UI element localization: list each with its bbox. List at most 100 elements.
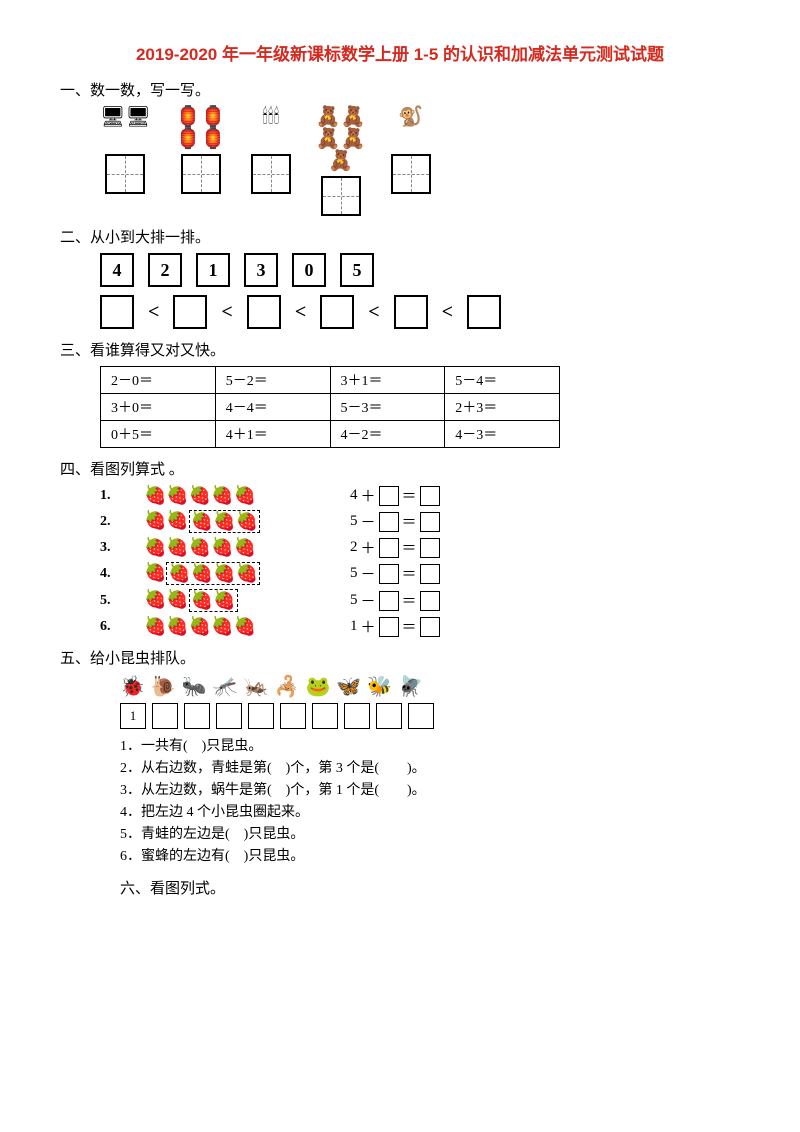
strawberry-icon: 🍓 — [168, 563, 190, 584]
q4-row: 4.🍓🍓🍓🍓🍓5－＝ — [100, 562, 740, 585]
q2-blank-box[interactable] — [394, 295, 428, 329]
q4-item-number: 6. — [100, 619, 118, 635]
section-1-heading: 一、数一数，写一写。 — [60, 79, 740, 100]
q4-blank-box[interactable] — [379, 564, 399, 584]
q4-subgroup: 🍓🍓 — [144, 589, 189, 612]
q5-blank-box[interactable] — [312, 703, 338, 729]
q4-operator: ＋ — [361, 485, 376, 506]
q2-blank-box[interactable] — [467, 295, 501, 329]
q4-operator: ＋ — [361, 537, 376, 558]
strawberry-icon: 🍓 — [166, 485, 188, 505]
q4-row: 3.🍓🍓🍓🍓🍓2＋＝ — [100, 537, 740, 558]
q4-equation: 5－＝ — [350, 511, 440, 532]
q4-operand: 5 — [350, 565, 358, 582]
q5-line: 2．从右边数，青蛙是第( )个，第 3 个是( )。 — [120, 757, 740, 777]
q5-insect-row: 🐞🐌🐜🦟🦗🦂🐸🦋🐝🪰 — [120, 674, 740, 699]
strawberry-icon: 🍓 — [211, 616, 233, 636]
q4-subgroup: 🍓🍓🍓🍓 — [166, 562, 260, 585]
q4-blank-box[interactable] — [379, 486, 399, 506]
q1-answer-box[interactable] — [105, 154, 145, 194]
q2-number-box: 1 — [196, 253, 230, 287]
q3-cell[interactable]: 5－3＝ — [330, 394, 445, 421]
q1-answer-box[interactable] — [391, 154, 431, 194]
q3-cell[interactable]: 2＋3＝ — [445, 394, 560, 421]
q3-cell[interactable]: 4＋1＝ — [215, 421, 330, 448]
q4-blank-box[interactable] — [379, 538, 399, 558]
equals-icon: ＝ — [402, 590, 417, 611]
q5-line: 4．把左边 4 个小昆虫圈起来。 — [120, 801, 740, 821]
q2-blank-box[interactable] — [247, 295, 281, 329]
q4-blank-box[interactable] — [420, 538, 440, 558]
q5-line: 1．一共有( )只昆虫。 — [120, 735, 740, 755]
q1-answer-box[interactable] — [181, 154, 221, 194]
q5-blank-box[interactable] — [376, 703, 402, 729]
q4-berry-group: 🍓🍓🍓🍓 — [144, 589, 324, 612]
strawberry-icon: 🍓 — [166, 589, 188, 609]
q1-icon-cluster: 🏮🏮🏮🏮 — [171, 106, 231, 150]
q3-cell[interactable]: 4－2＝ — [330, 421, 445, 448]
strawberry-icon: 🍓 — [189, 485, 211, 505]
q1-answer-box[interactable] — [321, 176, 361, 216]
section-5-heading: 五、给小昆虫排队。 — [60, 647, 740, 668]
q4-subgroup: 🍓🍓 — [189, 589, 238, 612]
insect-icon: 🪰 — [398, 674, 423, 699]
insect-icon: 🦋 — [336, 674, 361, 699]
q5-blank-box[interactable] — [408, 703, 434, 729]
q4-berry-group: 🍓🍓🍓🍓🍓 — [144, 510, 324, 533]
q4-blank-box[interactable] — [379, 512, 399, 532]
q4-blank-box[interactable] — [379, 591, 399, 611]
q4-blank-box[interactable] — [420, 591, 440, 611]
q3-cell[interactable]: 4－3＝ — [445, 421, 560, 448]
strawberry-icon: 🍓 — [189, 537, 211, 557]
q5-line: 6．蜜蜂的左边有( )只昆虫。 — [120, 845, 740, 865]
equals-icon: ＝ — [402, 511, 417, 532]
q4-subgroup: 🍓🍓 — [144, 537, 189, 558]
strawberry-icon: 🍓 — [211, 537, 233, 557]
q4-blank-box[interactable] — [420, 617, 440, 637]
q3-cell[interactable]: 3＋0＝ — [101, 394, 216, 421]
q3-table: 2－0＝5－2＝3＋1＝5－4＝ 3＋0＝4－4＝5－3＝2＋3＝ 0＋5＝4＋1＝… — [100, 366, 560, 448]
q1-answer-box[interactable] — [251, 154, 291, 194]
q2-number-box: 5 — [340, 253, 374, 287]
q3-cell[interactable]: 2－0＝ — [101, 367, 216, 394]
q2-number-box: 2 — [148, 253, 182, 287]
q4-blank-box[interactable] — [379, 617, 399, 637]
strawberry-icon: 🍓 — [189, 616, 211, 636]
q2-number-row: 421305 — [100, 253, 740, 287]
q5-line: 5．青蛙的左边是( )只昆虫。 — [120, 823, 740, 843]
q5-blank-box[interactable] — [280, 703, 306, 729]
q4-blank-box[interactable] — [420, 486, 440, 506]
strawberry-icon: 🍓 — [191, 563, 213, 584]
q4-operand: 4 — [350, 487, 358, 504]
q2-blank-box[interactable] — [100, 295, 134, 329]
q2-blank-box[interactable] — [320, 295, 354, 329]
q4-blank-box[interactable] — [420, 512, 440, 532]
q5-blank-box[interactable] — [216, 703, 242, 729]
q4-item-number: 5. — [100, 593, 118, 609]
q4-item-number: 1. — [100, 488, 118, 504]
q3-cell[interactable]: 4－4＝ — [215, 394, 330, 421]
q3-cell[interactable]: 3＋1＝ — [330, 367, 445, 394]
q3-cell[interactable]: 0＋5＝ — [101, 421, 216, 448]
section-2-heading: 二、从小到大排一排。 — [60, 226, 740, 247]
q3-cell[interactable]: 5－2＝ — [215, 367, 330, 394]
q4-berry-group: 🍓🍓🍓🍓🍓 — [144, 562, 324, 585]
section-6-heading: 六、看图列式。 — [120, 877, 740, 898]
q4-berry-group: 🍓🍓🍓🍓🍓 — [144, 537, 324, 558]
q5-blank-box[interactable] — [248, 703, 274, 729]
q5-blank-box[interactable] — [184, 703, 210, 729]
q1-group: 🐒 — [391, 106, 431, 194]
equals-icon: ＝ — [402, 563, 417, 584]
q4-subgroup: 🍓🍓🍓 — [189, 510, 260, 533]
q1-group: 🕯🕯🕯 — [251, 106, 291, 194]
insect-icon: 🐌 — [151, 674, 176, 699]
q4-subgroup: 🍓🍓🍓 — [189, 537, 256, 558]
q4-blank-box[interactable] — [420, 564, 440, 584]
insect-icon: 🐜 — [182, 674, 207, 699]
q3-cell[interactable]: 5－4＝ — [445, 367, 560, 394]
q5-blank-box[interactable] — [344, 703, 370, 729]
page-title: 2019-2020 年一年级新课标数学上册 1-5 的认识和加减法单元测试试题 — [60, 40, 740, 65]
q2-blank-box[interactable] — [173, 295, 207, 329]
strawberry-icon: 🍓 — [144, 589, 166, 609]
q5-blank-box[interactable] — [152, 703, 178, 729]
